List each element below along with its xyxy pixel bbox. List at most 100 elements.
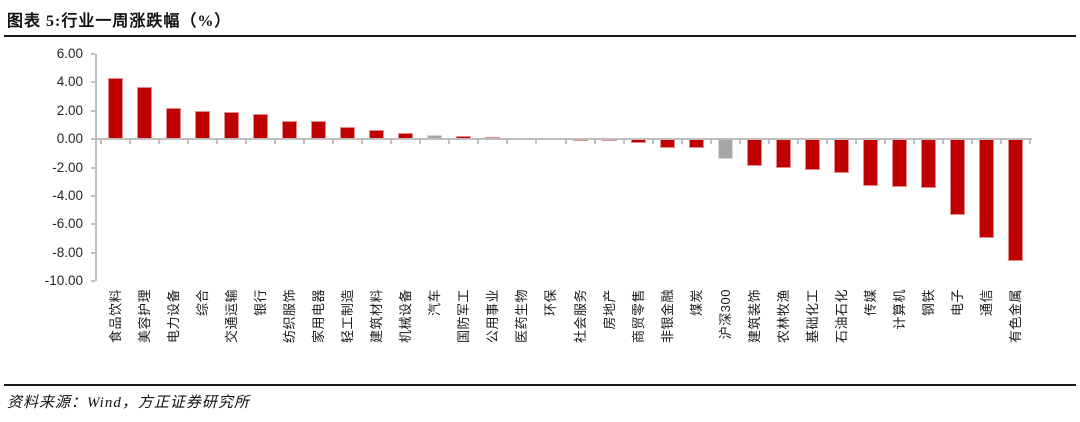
y-axis-tick	[91, 109, 95, 112]
x-axis-label: 国防军工	[449, 289, 478, 381]
x-axis-label: 环保	[536, 289, 565, 381]
chart-title: 图表 5:行业一周涨跌幅（%）	[7, 13, 232, 30]
y-axis-tick	[91, 280, 95, 282]
x-axis-label-text: 建筑装饰	[746, 289, 762, 344]
x-axis-tick	[825, 140, 828, 145]
x-axis-tick	[506, 140, 509, 145]
x-axis-tick	[187, 140, 190, 145]
y-axis-tick	[91, 194, 95, 197]
x-axis-label: 石油石化	[827, 289, 856, 381]
x-axis-label: 银行	[246, 289, 275, 381]
x-axis-tick	[796, 140, 799, 145]
bar	[311, 121, 327, 140]
x-axis-tick	[622, 140, 625, 145]
bar	[282, 120, 298, 140]
x-axis-label: 煤炭	[682, 289, 711, 381]
x-axis-tick	[448, 140, 451, 145]
x-axis-tick	[709, 140, 712, 145]
bar	[920, 139, 936, 189]
y-axis-line	[95, 54, 97, 281]
x-axis-tick	[1029, 140, 1031, 145]
bar	[253, 114, 269, 140]
x-axis-label-text: 农林牧渔	[775, 289, 791, 344]
x-axis-label-text: 电子	[949, 289, 965, 317]
x-axis-label: 汽车	[420, 289, 449, 381]
x-axis-label: 机械设备	[391, 289, 420, 381]
y-axis-tick	[91, 166, 95, 169]
x-axis-label: 美容护理	[130, 289, 159, 381]
bar	[746, 139, 762, 167]
bar	[862, 139, 878, 186]
x-axis-tick	[390, 140, 393, 145]
bar	[166, 107, 182, 140]
x-axis-label: 通信	[972, 289, 1001, 381]
y-axis-tick	[91, 138, 95, 141]
y-tick-label: -4.00	[52, 187, 83, 203]
bar	[688, 139, 704, 149]
x-axis-label-text: 计算机	[891, 289, 907, 330]
x-axis-label-text: 美容护理	[137, 289, 153, 344]
x-axis-label-text: 医药生物	[514, 289, 530, 344]
x-axis-label-text: 房地产	[601, 289, 617, 330]
x-axis-label-text: 商贸零售	[630, 289, 646, 344]
x-axis-label: 社会服务	[566, 289, 595, 381]
x-axis-label-text: 汽车	[427, 289, 443, 317]
x-axis-label: 建筑材料	[362, 289, 391, 381]
x-axis-label: 建筑装饰	[740, 289, 769, 381]
x-axis-label-text: 环保	[543, 289, 559, 317]
y-axis-labels: 6.00 4.00 2.00 0.00 -2.00 -4.00 -6.00 -8.00 -10.…	[0, 46, 89, 288]
bar	[137, 87, 153, 140]
y-axis-tick	[91, 223, 95, 226]
x-axis-tick	[941, 140, 944, 145]
x-axis-tick	[970, 140, 973, 145]
x-axis-tick	[477, 140, 480, 145]
source-note: 资料来源：Wind，方正证券研究所	[7, 395, 250, 411]
x-axis-label: 农林牧渔	[769, 289, 798, 381]
x-axis-label-text: 建筑材料	[369, 289, 385, 344]
y-tick-label: -6.00	[52, 216, 83, 232]
x-axis-label: 综合	[188, 289, 217, 381]
bar	[659, 139, 675, 149]
x-axis-tick	[912, 140, 915, 145]
x-axis-tick	[100, 140, 102, 145]
footer-divider	[4, 384, 1076, 386]
y-tick-label: 2.00	[56, 102, 83, 118]
x-axis-tick	[593, 140, 596, 145]
x-axis-label: 钢铁	[914, 289, 943, 381]
x-axis-tick	[361, 140, 364, 145]
y-axis-tick	[91, 53, 95, 55]
x-axis-tick	[332, 140, 335, 145]
x-axis-label-text: 通信	[978, 289, 994, 317]
bar	[833, 139, 849, 174]
x-axis-label: 商贸零售	[624, 289, 653, 381]
bar	[978, 139, 994, 239]
y-tick-label: -10.00	[44, 273, 83, 288]
x-axis-label-text: 电力设备	[166, 289, 182, 344]
x-axis-label-text: 基础化工	[804, 289, 820, 344]
x-axis-label-text: 轻工制造	[340, 289, 356, 344]
x-axis-label-text: 机械设备	[398, 289, 414, 344]
x-axis-label-text: 传媒	[862, 289, 878, 317]
x-axis-label: 非银金融	[653, 289, 682, 381]
x-axis-label: 家用电器	[304, 289, 333, 381]
x-axis-label-text: 钢铁	[920, 289, 936, 317]
x-axis-label-text: 公用事业	[485, 289, 501, 344]
y-tick-label: -2.00	[52, 159, 83, 175]
bar	[717, 139, 733, 159]
y-axis-tick	[91, 251, 95, 254]
x-axis-tick	[129, 140, 132, 145]
x-axis-tick	[651, 140, 654, 145]
x-axis-label: 食品饮料	[101, 289, 130, 381]
x-axis-label: 电力设备	[159, 289, 188, 381]
x-axis-label: 交通运输	[217, 289, 246, 381]
y-tick-label: 6.00	[56, 46, 83, 61]
x-axis-tick	[245, 140, 248, 145]
x-axis-line	[95, 138, 1032, 141]
x-axis-label: 传媒	[856, 289, 885, 381]
bar	[195, 111, 211, 140]
x-axis-tick	[216, 140, 219, 145]
bar	[891, 139, 907, 187]
x-axis-label-text: 纺织服饰	[282, 289, 298, 344]
x-axis-tick	[883, 140, 886, 145]
x-axis-label-text: 非银金融	[659, 289, 675, 344]
